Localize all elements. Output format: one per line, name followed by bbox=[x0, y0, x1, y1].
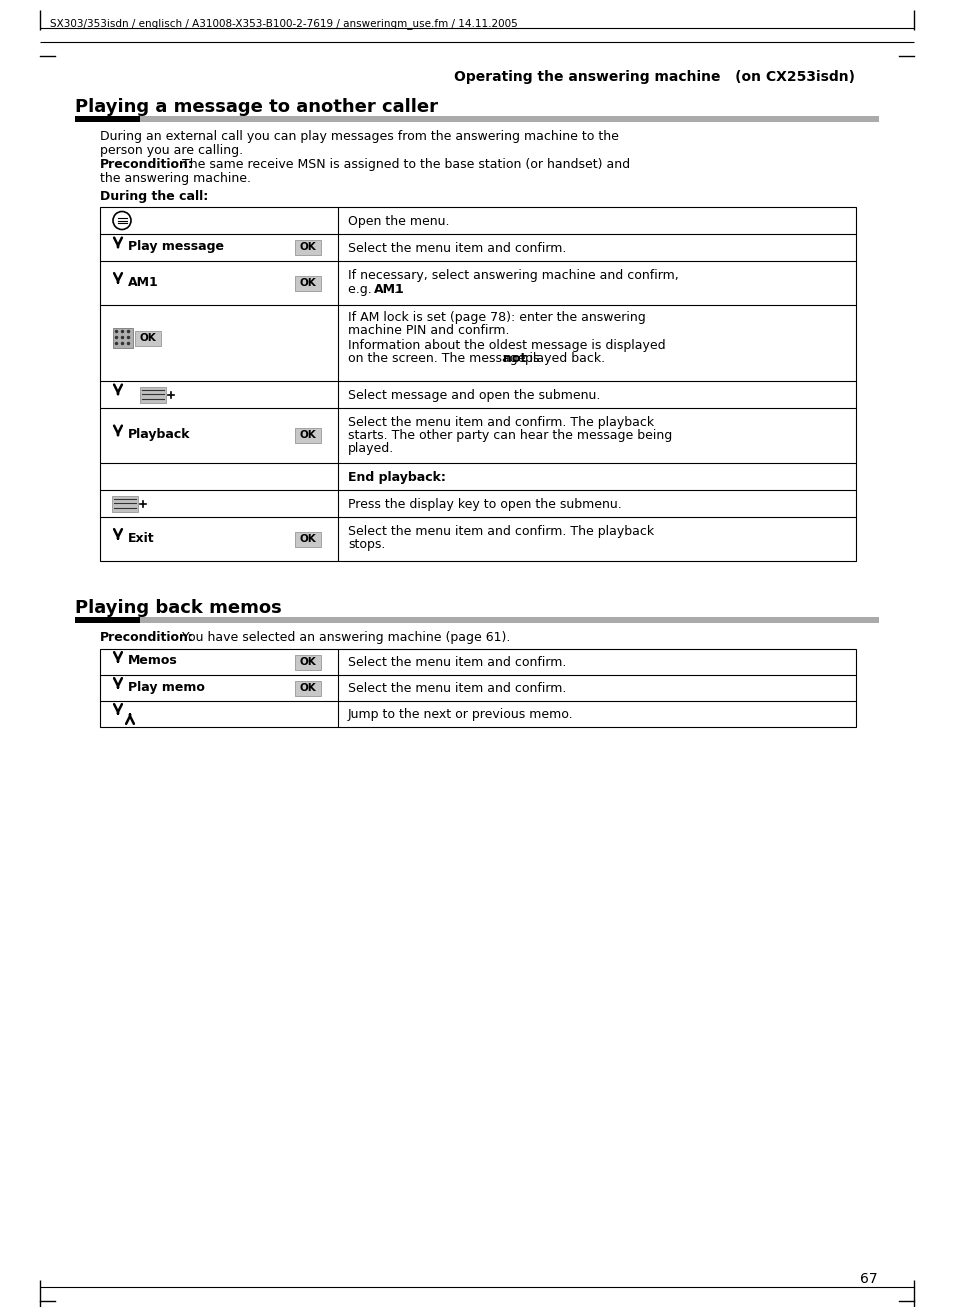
Text: The same receive MSN is assigned to the base station (or handset) and: The same receive MSN is assigned to the … bbox=[178, 158, 630, 171]
Bar bbox=[100, 207, 855, 561]
Text: Playback: Playback bbox=[128, 427, 191, 440]
Text: AM1: AM1 bbox=[128, 276, 158, 289]
Text: OK: OK bbox=[299, 278, 316, 288]
Text: Select message and open the submenu.: Select message and open the submenu. bbox=[348, 389, 599, 403]
Text: e.g.: e.g. bbox=[348, 284, 375, 295]
Bar bbox=[112, 328, 132, 348]
Text: Operating the answering machine   (on CX253isdn): Operating the answering machine (on CX25… bbox=[454, 71, 854, 84]
Text: End playback:: End playback: bbox=[348, 471, 445, 484]
Bar bbox=[294, 427, 320, 443]
Text: Select the menu item and confirm. The playback: Select the menu item and confirm. The pl… bbox=[348, 525, 654, 538]
Bar bbox=[294, 532, 320, 546]
Text: During an external call you can play messages from the answering machine to the: During an external call you can play mes… bbox=[100, 129, 618, 142]
Text: played.: played. bbox=[348, 442, 394, 455]
Text: During the call:: During the call: bbox=[100, 190, 208, 203]
Text: OK: OK bbox=[299, 243, 316, 252]
Text: .: . bbox=[394, 284, 397, 295]
Bar bbox=[294, 276, 320, 290]
Bar bbox=[140, 116, 878, 122]
Text: Playing back memos: Playing back memos bbox=[75, 599, 281, 617]
Text: 67: 67 bbox=[860, 1272, 877, 1286]
Text: machine PIN and confirm.: machine PIN and confirm. bbox=[348, 324, 509, 337]
Bar bbox=[100, 650, 855, 727]
Text: Playing a message to another caller: Playing a message to another caller bbox=[75, 98, 437, 116]
Text: OK: OK bbox=[299, 535, 316, 544]
Bar bbox=[294, 240, 320, 255]
Text: Jump to the next or previous memo.: Jump to the next or previous memo. bbox=[348, 708, 573, 721]
Text: Information about the oldest message is displayed: Information about the oldest message is … bbox=[348, 339, 665, 352]
Text: You have selected an answering machine (page 61).: You have selected an answering machine (… bbox=[178, 631, 510, 644]
Text: not: not bbox=[502, 352, 526, 365]
Bar bbox=[75, 617, 140, 623]
Bar bbox=[140, 617, 878, 623]
Text: stops.: stops. bbox=[348, 538, 385, 552]
Text: Play message: Play message bbox=[128, 240, 224, 254]
Text: Press the display key to open the submenu.: Press the display key to open the submen… bbox=[348, 498, 621, 511]
Text: played back.: played back. bbox=[520, 352, 604, 365]
Text: Precondition:: Precondition: bbox=[100, 158, 193, 171]
Text: Open the menu.: Open the menu. bbox=[348, 214, 449, 227]
Text: OK: OK bbox=[299, 684, 316, 693]
Text: OK: OK bbox=[299, 430, 316, 440]
Text: the answering machine.: the answering machine. bbox=[100, 173, 251, 186]
Text: Select the menu item and confirm. The playback: Select the menu item and confirm. The pl… bbox=[348, 416, 654, 429]
Bar bbox=[140, 387, 166, 403]
Text: OK: OK bbox=[299, 657, 316, 667]
Text: Select the menu item and confirm.: Select the menu item and confirm. bbox=[348, 242, 566, 255]
Text: Memos: Memos bbox=[128, 655, 177, 668]
Bar bbox=[75, 116, 140, 122]
Text: SX303/353isdn / englisch / A31008-X353-B100-2-7619 / answeringm_use.fm / 14.11.2: SX303/353isdn / englisch / A31008-X353-B… bbox=[50, 18, 517, 29]
Bar bbox=[112, 495, 138, 511]
Text: starts. The other party can hear the message being: starts. The other party can hear the mes… bbox=[348, 429, 672, 442]
Text: AM1: AM1 bbox=[374, 284, 404, 295]
Text: Exit: Exit bbox=[128, 532, 154, 545]
Text: person you are calling.: person you are calling. bbox=[100, 144, 243, 157]
Bar bbox=[135, 331, 161, 345]
Text: If necessary, select answering machine and confirm,: If necessary, select answering machine a… bbox=[348, 269, 678, 282]
Bar bbox=[294, 655, 320, 669]
Text: Play memo: Play memo bbox=[128, 681, 205, 694]
Text: Select the menu item and confirm.: Select the menu item and confirm. bbox=[348, 682, 566, 695]
Text: Select the menu item and confirm.: Select the menu item and confirm. bbox=[348, 656, 566, 669]
Text: If AM lock is set (page 78): enter the answering: If AM lock is set (page 78): enter the a… bbox=[348, 311, 645, 324]
Text: OK: OK bbox=[139, 333, 156, 342]
Text: on the screen. The message is: on the screen. The message is bbox=[348, 352, 543, 365]
Text: Precondition:: Precondition: bbox=[100, 631, 193, 644]
Bar bbox=[294, 681, 320, 695]
